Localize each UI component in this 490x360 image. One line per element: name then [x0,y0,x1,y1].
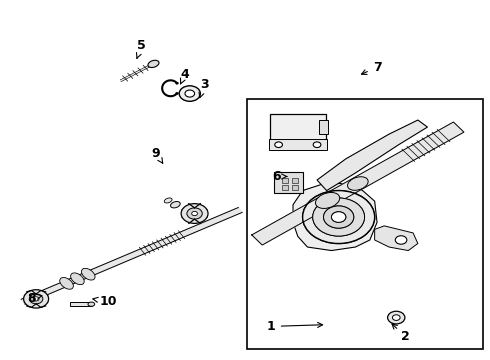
Text: 7: 7 [362,60,381,75]
Circle shape [187,208,202,219]
Circle shape [313,142,321,148]
Ellipse shape [164,198,172,203]
Ellipse shape [88,302,95,306]
Text: 2: 2 [392,324,410,343]
Circle shape [392,315,400,320]
Text: 4: 4 [180,68,189,84]
Text: 9: 9 [152,147,163,163]
Bar [319,120,328,134]
Circle shape [313,198,365,236]
Text: 3: 3 [199,78,209,98]
Bar [269,139,327,150]
Bar [282,185,288,190]
Bar [292,178,298,183]
Text: 5: 5 [137,40,146,58]
Bar [292,185,298,190]
Polygon shape [21,208,242,304]
Circle shape [323,206,354,228]
Ellipse shape [148,60,159,68]
Polygon shape [317,120,427,190]
Circle shape [395,236,407,244]
Circle shape [192,211,197,216]
Polygon shape [375,226,418,251]
Circle shape [388,311,405,324]
FancyBboxPatch shape [274,172,303,193]
Circle shape [275,142,282,148]
Circle shape [181,204,208,224]
Ellipse shape [316,193,340,208]
Circle shape [313,198,365,236]
Circle shape [175,82,178,84]
Bar [282,178,288,183]
Circle shape [323,206,354,228]
Text: 10: 10 [93,295,117,308]
Circle shape [29,294,43,304]
Circle shape [303,190,375,243]
Text: 8: 8 [27,292,42,305]
Bar [247,99,483,349]
Circle shape [24,290,49,308]
Circle shape [179,86,200,101]
Circle shape [331,212,346,222]
Polygon shape [293,184,377,251]
Text: 1: 1 [267,320,322,333]
FancyBboxPatch shape [270,114,326,142]
Circle shape [175,92,178,94]
Polygon shape [252,122,464,245]
Ellipse shape [347,177,368,190]
Ellipse shape [171,202,180,208]
Circle shape [185,90,195,97]
Circle shape [33,297,39,301]
Text: 6: 6 [272,170,287,183]
Ellipse shape [71,273,84,285]
Ellipse shape [60,278,74,289]
Bar [70,302,92,306]
Circle shape [303,190,375,243]
Circle shape [331,212,346,222]
Ellipse shape [81,268,95,280]
